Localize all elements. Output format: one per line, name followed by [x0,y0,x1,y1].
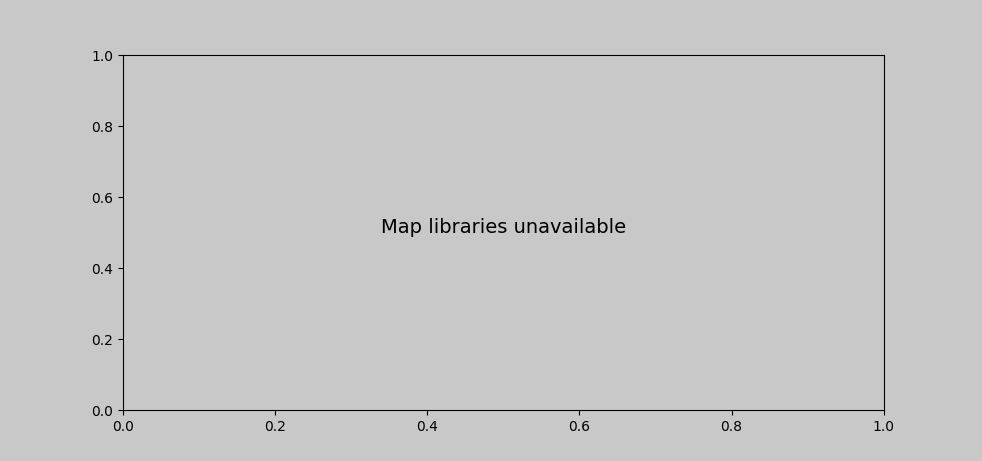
Text: Map libraries unavailable: Map libraries unavailable [381,218,626,237]
